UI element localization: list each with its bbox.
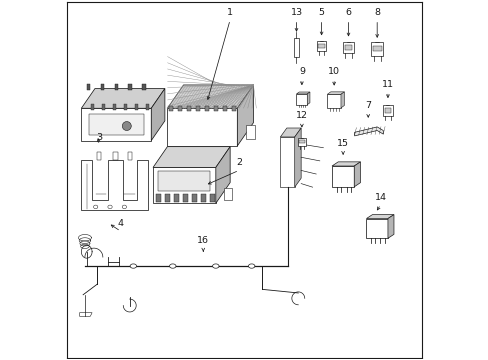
Polygon shape bbox=[331, 162, 360, 166]
Bar bbox=[317, 41, 325, 51]
Text: 7: 7 bbox=[365, 101, 370, 110]
Bar bbox=[297, 138, 305, 145]
Bar bbox=[214, 106, 217, 111]
Ellipse shape bbox=[248, 264, 254, 268]
Bar bbox=[128, 84, 132, 90]
Polygon shape bbox=[153, 147, 230, 167]
Text: 5: 5 bbox=[318, 8, 324, 17]
Bar bbox=[101, 84, 104, 90]
Polygon shape bbox=[81, 108, 151, 140]
Bar bbox=[372, 46, 381, 51]
Bar bbox=[124, 104, 126, 110]
Polygon shape bbox=[215, 147, 230, 203]
Polygon shape bbox=[366, 215, 393, 219]
Bar bbox=[86, 84, 90, 90]
Bar bbox=[344, 45, 351, 50]
Bar bbox=[174, 194, 179, 202]
Polygon shape bbox=[80, 313, 92, 316]
Bar bbox=[169, 106, 172, 111]
Text: 6: 6 bbox=[345, 8, 351, 17]
Polygon shape bbox=[280, 137, 294, 187]
Text: 8: 8 bbox=[373, 8, 379, 17]
Polygon shape bbox=[167, 108, 237, 146]
Text: 13: 13 bbox=[290, 8, 302, 17]
Text: 3: 3 bbox=[96, 133, 102, 142]
Bar bbox=[331, 166, 353, 187]
Text: 4: 4 bbox=[118, 219, 123, 228]
Bar bbox=[142, 84, 145, 90]
Bar bbox=[146, 104, 149, 110]
Bar bbox=[210, 194, 215, 202]
Polygon shape bbox=[81, 89, 164, 108]
Bar bbox=[294, 38, 298, 57]
Bar bbox=[102, 104, 104, 110]
Text: 14: 14 bbox=[374, 193, 386, 202]
Text: 2: 2 bbox=[236, 158, 242, 167]
Bar bbox=[223, 106, 226, 111]
Bar bbox=[187, 106, 190, 111]
Bar bbox=[384, 108, 390, 113]
Ellipse shape bbox=[122, 205, 126, 209]
Polygon shape bbox=[353, 162, 360, 187]
Text: 1: 1 bbox=[227, 8, 233, 17]
Ellipse shape bbox=[122, 122, 131, 131]
Text: 12: 12 bbox=[295, 111, 307, 120]
Polygon shape bbox=[294, 128, 301, 187]
Bar bbox=[299, 140, 304, 143]
Bar bbox=[366, 219, 387, 238]
Bar bbox=[97, 152, 101, 160]
Polygon shape bbox=[88, 114, 144, 135]
Bar bbox=[326, 94, 340, 108]
Ellipse shape bbox=[93, 205, 98, 209]
Bar bbox=[183, 194, 188, 202]
Bar bbox=[127, 152, 132, 160]
Polygon shape bbox=[296, 92, 309, 94]
Text: 10: 10 bbox=[327, 67, 340, 76]
Polygon shape bbox=[326, 92, 344, 94]
Bar bbox=[343, 42, 353, 54]
Bar bbox=[192, 194, 197, 202]
Polygon shape bbox=[81, 160, 147, 211]
Text: 11: 11 bbox=[381, 80, 393, 89]
Bar bbox=[164, 194, 170, 202]
Text: 16: 16 bbox=[197, 236, 209, 245]
Bar bbox=[231, 106, 235, 111]
Ellipse shape bbox=[212, 264, 219, 268]
Polygon shape bbox=[340, 92, 344, 108]
Text: 9: 9 bbox=[298, 67, 304, 76]
Bar bbox=[204, 106, 208, 111]
Bar bbox=[296, 94, 306, 105]
Bar bbox=[156, 194, 161, 202]
Bar bbox=[382, 105, 392, 116]
Bar bbox=[113, 152, 117, 160]
Bar bbox=[201, 194, 206, 202]
Bar bbox=[90, 104, 93, 110]
Polygon shape bbox=[167, 85, 253, 108]
Bar bbox=[114, 84, 118, 90]
Bar bbox=[318, 44, 324, 48]
Bar bbox=[113, 104, 116, 110]
Bar bbox=[178, 106, 182, 111]
Polygon shape bbox=[158, 171, 210, 191]
Bar bbox=[196, 106, 199, 111]
Polygon shape bbox=[280, 128, 301, 137]
Bar bbox=[370, 42, 383, 55]
Polygon shape bbox=[151, 89, 164, 140]
Polygon shape bbox=[153, 167, 215, 203]
Polygon shape bbox=[387, 215, 393, 238]
Bar bbox=[135, 104, 138, 110]
Bar bbox=[245, 125, 254, 139]
Ellipse shape bbox=[130, 264, 136, 268]
Text: 15: 15 bbox=[336, 139, 348, 148]
Polygon shape bbox=[354, 127, 383, 136]
Bar bbox=[223, 188, 231, 200]
Ellipse shape bbox=[108, 205, 112, 209]
Ellipse shape bbox=[169, 264, 176, 268]
Polygon shape bbox=[306, 92, 309, 105]
Polygon shape bbox=[237, 85, 253, 146]
